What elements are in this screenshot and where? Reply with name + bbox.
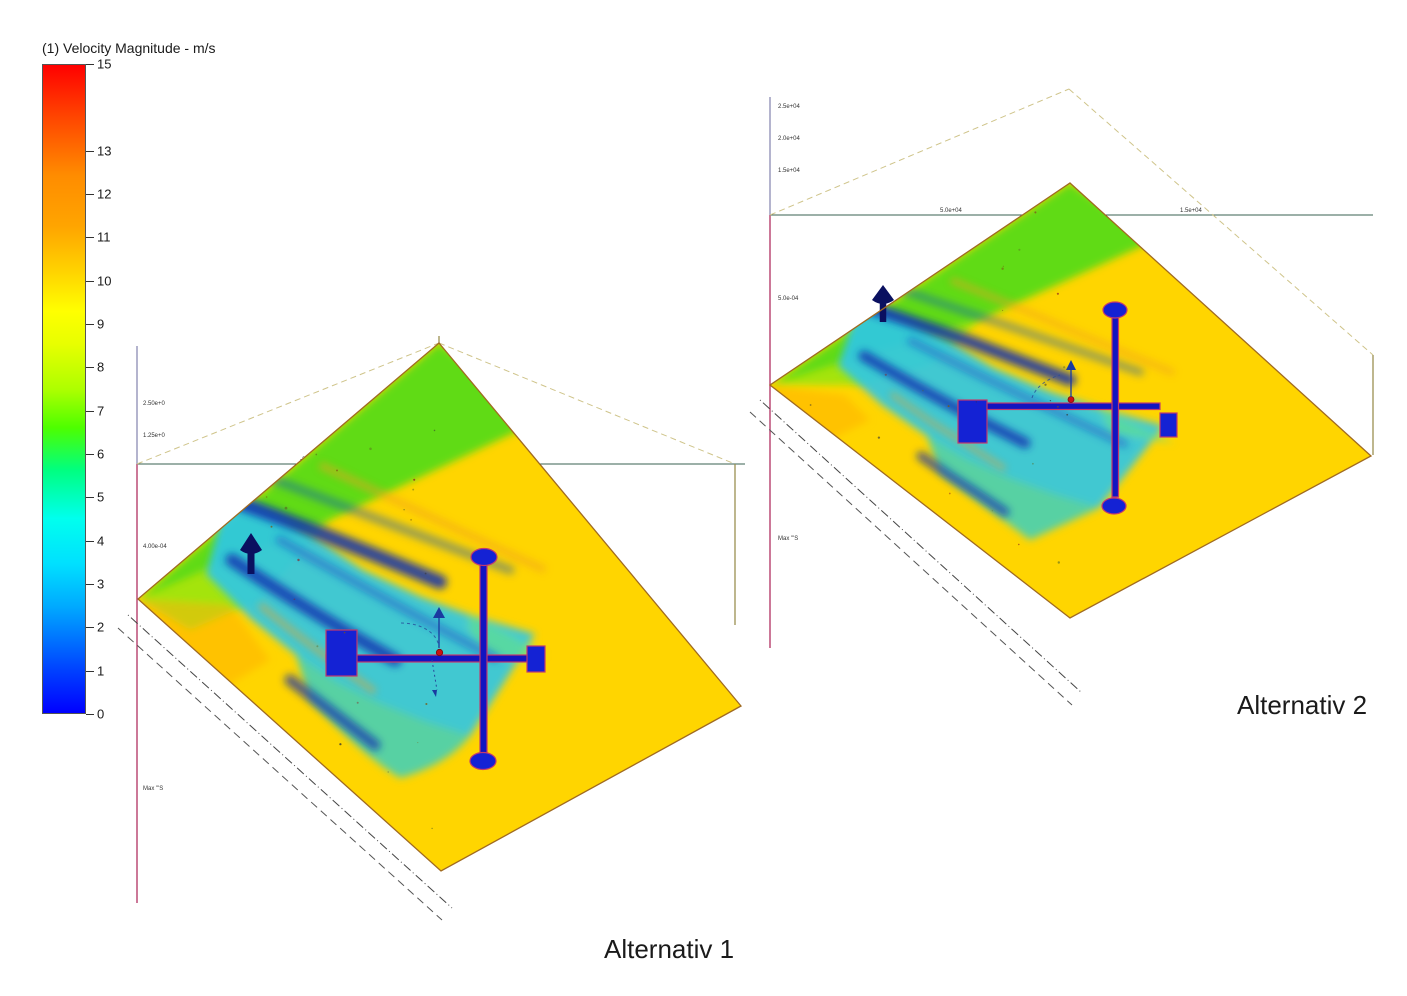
svg-text:1.25e+0: 1.25e+0 (143, 433, 166, 439)
svg-text:2.50e+0: 2.50e+0 (143, 401, 166, 407)
svg-text:Alternativ 2: Alternativ 2 (1237, 690, 1367, 720)
svg-text:Max "'S: Max "'S (778, 536, 798, 542)
svg-text:Alternativ 1: Alternativ 1 (604, 934, 734, 964)
svg-text:2.0e+04: 2.0e+04 (778, 136, 801, 142)
svg-text:1.5e+04: 1.5e+04 (1180, 208, 1203, 214)
svg-text:4.00e-04: 4.00e-04 (143, 544, 167, 550)
svg-text:5.0e-04: 5.0e-04 (778, 296, 799, 302)
svg-text:1.5e+04: 1.5e+04 (778, 168, 801, 174)
svg-text:Max "'S: Max "'S (143, 786, 163, 792)
svg-text:5.0e+04: 5.0e+04 (940, 208, 963, 214)
svg-text:2.5e+04: 2.5e+04 (778, 104, 801, 110)
